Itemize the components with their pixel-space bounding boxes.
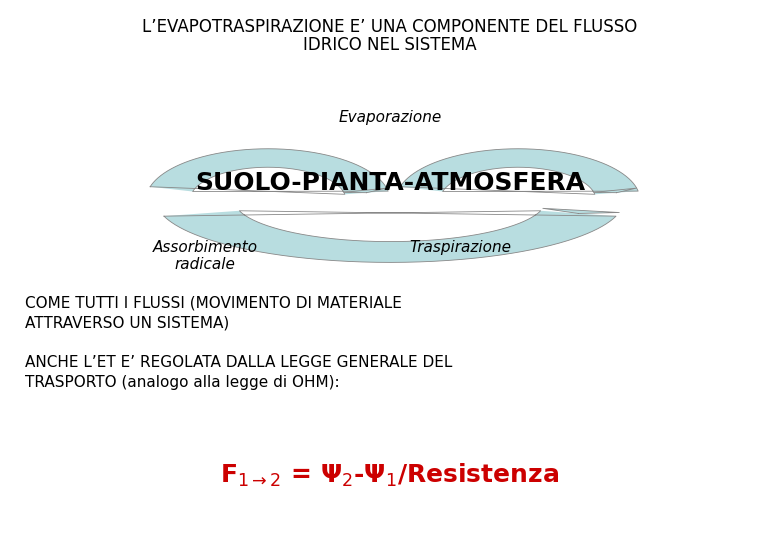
Text: L’EVAPOTRASPIRAZIONE E’ UNA COMPONENTE DEL FLUSSO: L’EVAPOTRASPIRAZIONE E’ UNA COMPONENTE D…: [143, 18, 637, 36]
Text: COME TUTTI I FLUSSI (MOVIMENTO DI MATERIALE: COME TUTTI I FLUSSI (MOVIMENTO DI MATERI…: [25, 295, 402, 310]
Text: F$_{1\rightarrow2}$ = Ψ$_2$-Ψ$_1$/Resistenza: F$_{1\rightarrow2}$ = Ψ$_2$-Ψ$_1$/Resist…: [221, 461, 559, 489]
Polygon shape: [344, 188, 387, 193]
Text: Evaporazione: Evaporazione: [339, 110, 441, 125]
Text: ATTRAVERSO UN SISTEMA): ATTRAVERSO UN SISTEMA): [25, 315, 229, 330]
Polygon shape: [400, 148, 638, 194]
Polygon shape: [151, 148, 388, 194]
Text: TRASPORTO (analogo alla legge di OHM):: TRASPORTO (analogo alla legge di OHM):: [25, 375, 339, 390]
Polygon shape: [543, 208, 619, 213]
Text: IDRICO NEL SISTEMA: IDRICO NEL SISTEMA: [303, 36, 477, 54]
Polygon shape: [594, 188, 636, 193]
Polygon shape: [164, 211, 616, 262]
Text: Assorbimento
radicale: Assorbimento radicale: [152, 240, 257, 272]
Text: SUOLO-PIANTA-ATMOSFERA: SUOLO-PIANTA-ATMOSFERA: [195, 171, 585, 195]
Text: ANCHE L’ET E’ REGOLATA DALLA LEGGE GENERALE DEL: ANCHE L’ET E’ REGOLATA DALLA LEGGE GENER…: [25, 355, 452, 370]
Text: Traspirazione: Traspirazione: [409, 240, 511, 255]
